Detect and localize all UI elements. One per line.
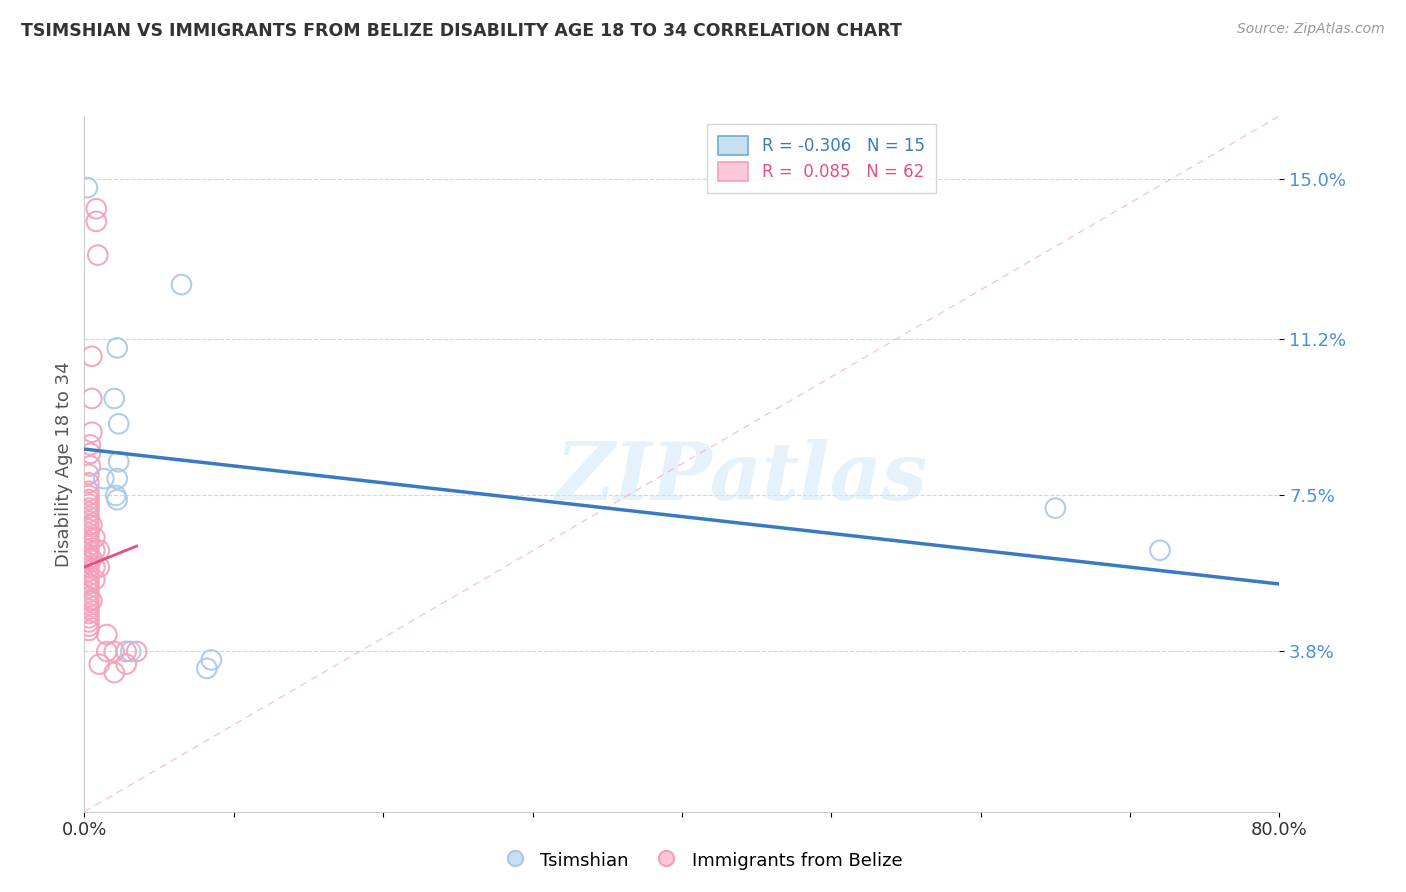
Point	[77, 581, 100, 595]
Text: Source: ZipAtlas.com: Source: ZipAtlas.com	[1237, 22, 1385, 37]
Point	[79, 458, 101, 473]
Point	[77, 551, 100, 566]
Y-axis label: Disability Age 18 to 34: Disability Age 18 to 34	[55, 361, 73, 566]
Point	[77, 585, 100, 599]
Point	[77, 522, 100, 536]
Point	[96, 627, 118, 641]
Point	[77, 518, 100, 533]
Point	[77, 531, 100, 545]
Point	[103, 644, 125, 658]
Point	[170, 277, 193, 292]
Point	[1045, 501, 1067, 516]
Point	[105, 341, 128, 355]
Point	[1149, 543, 1171, 558]
Point	[77, 526, 100, 541]
Point	[80, 425, 103, 440]
Point	[77, 560, 100, 574]
Point	[89, 543, 111, 558]
Point	[77, 573, 100, 587]
Legend: Tsimshian, Immigrants from Belize: Tsimshian, Immigrants from Belize	[496, 842, 910, 879]
Point	[77, 607, 100, 621]
Point	[80, 349, 103, 363]
Point	[115, 657, 138, 672]
Point	[77, 501, 100, 516]
Point	[86, 202, 108, 216]
Point	[77, 615, 100, 629]
Point	[77, 543, 100, 558]
Point	[195, 661, 218, 675]
Point	[115, 644, 138, 658]
Point	[107, 455, 129, 469]
Point	[77, 492, 100, 507]
Legend: R = -0.306   N = 15, R =  0.085   N = 62: R = -0.306 N = 15, R = 0.085 N = 62	[707, 124, 936, 193]
Point	[77, 598, 100, 612]
Point	[77, 624, 100, 638]
Point	[200, 653, 222, 667]
Point	[77, 611, 100, 625]
Point	[105, 492, 128, 507]
Point	[89, 657, 111, 672]
Text: ZIPatlas: ZIPatlas	[555, 439, 928, 516]
Point	[83, 531, 105, 545]
Point	[79, 438, 101, 452]
Point	[83, 573, 105, 587]
Point	[77, 590, 100, 604]
Point	[77, 556, 100, 570]
Point	[80, 392, 103, 406]
Point	[83, 543, 105, 558]
Point	[96, 644, 118, 658]
Point	[77, 534, 100, 549]
Point	[87, 248, 110, 262]
Point	[77, 467, 100, 482]
Point	[103, 392, 125, 406]
Point	[80, 594, 103, 608]
Point	[77, 602, 100, 616]
Point	[93, 472, 115, 486]
Point	[120, 644, 142, 658]
Point	[80, 518, 103, 533]
Point	[77, 514, 100, 528]
Point	[77, 568, 100, 582]
Point	[77, 475, 100, 490]
Point	[104, 488, 127, 502]
Point	[77, 565, 100, 579]
Point	[77, 594, 100, 608]
Point	[77, 539, 100, 553]
Point	[103, 665, 125, 680]
Point	[77, 619, 100, 633]
Point	[80, 551, 103, 566]
Point	[77, 484, 100, 499]
Point	[77, 505, 100, 519]
Point	[77, 548, 100, 562]
Point	[86, 214, 108, 228]
Point	[89, 560, 111, 574]
Point	[77, 497, 100, 511]
Point	[105, 472, 128, 486]
Point	[79, 446, 101, 460]
Point	[83, 560, 105, 574]
Point	[125, 644, 148, 658]
Point	[76, 180, 98, 194]
Text: TSIMSHIAN VS IMMIGRANTS FROM BELIZE DISABILITY AGE 18 TO 34 CORRELATION CHART: TSIMSHIAN VS IMMIGRANTS FROM BELIZE DISA…	[21, 22, 903, 40]
Point	[77, 509, 100, 524]
Point	[77, 488, 100, 502]
Point	[107, 417, 129, 431]
Point	[77, 577, 100, 591]
